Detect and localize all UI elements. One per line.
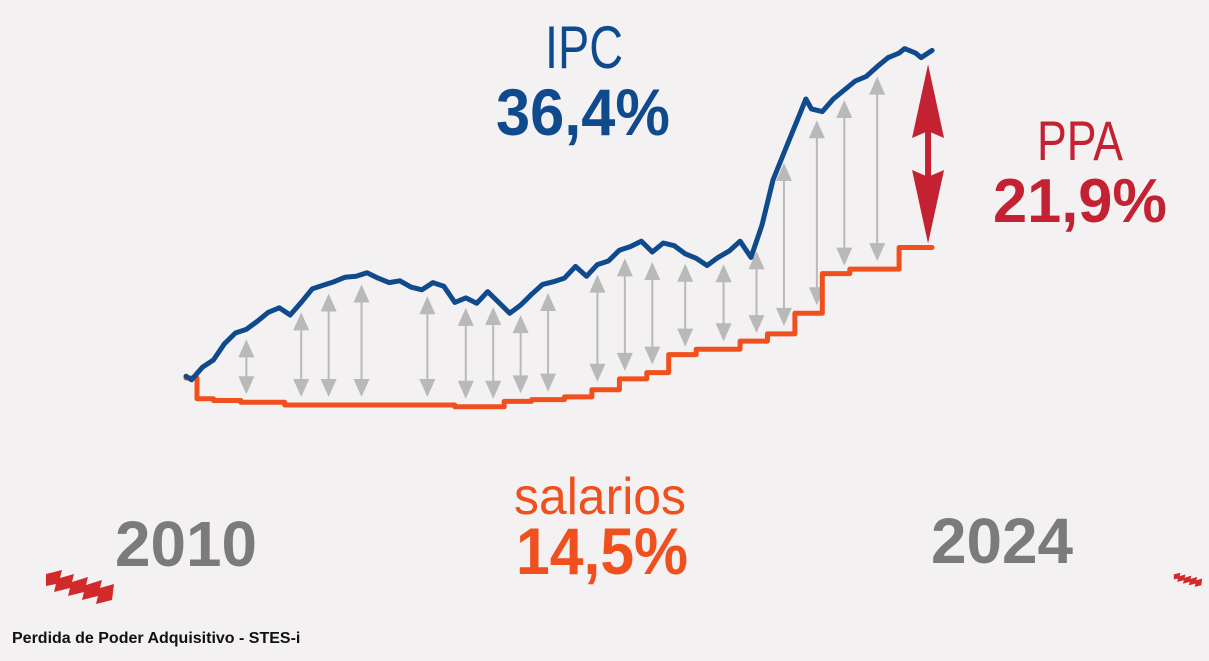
gap-arrow — [775, 163, 792, 326]
gap-arrow — [457, 307, 474, 399]
gap-arrow — [485, 307, 502, 399]
ppa-gap-arrow — [912, 64, 945, 244]
gap-arrow — [512, 315, 529, 394]
stes-logo-small-icon — [1173, 572, 1203, 587]
ppa-label: PPA — [1037, 109, 1124, 172]
year-end-label: 2024 — [931, 505, 1073, 577]
ppa-value: 21,9% — [993, 167, 1167, 236]
gap-arrow — [715, 264, 732, 342]
salarios-line — [183, 245, 935, 410]
gap-arrows — [238, 76, 886, 399]
stes-logo-icon — [46, 570, 114, 604]
gap-arrow — [616, 258, 633, 371]
ipc-label: IPC — [545, 14, 623, 81]
gap-arrow — [540, 293, 557, 392]
ipc-value: 36,4% — [496, 75, 670, 149]
ppa-arrow — [912, 64, 945, 244]
series-lines — [183, 46, 935, 410]
gap-arrow — [644, 262, 661, 365]
gap-arrow — [293, 312, 310, 397]
video-caption: Perdida de Poder Adquisitivo - STES-i — [12, 630, 301, 647]
gap-arrow — [748, 251, 765, 334]
gap-arrow — [589, 274, 606, 382]
gap-arrow — [353, 284, 370, 397]
gap-arrow — [836, 100, 853, 266]
gap-arrow — [419, 296, 436, 397]
gap-arrow — [320, 293, 337, 397]
year-start-label: 2010 — [115, 508, 257, 580]
ipc-line — [183, 46, 935, 383]
gap-arrow — [869, 76, 886, 262]
gap-arrow — [677, 263, 694, 347]
salarios-value: 14,5% — [516, 514, 688, 588]
gap-arrow — [238, 339, 255, 395]
salarios-label: salarios — [514, 468, 686, 526]
